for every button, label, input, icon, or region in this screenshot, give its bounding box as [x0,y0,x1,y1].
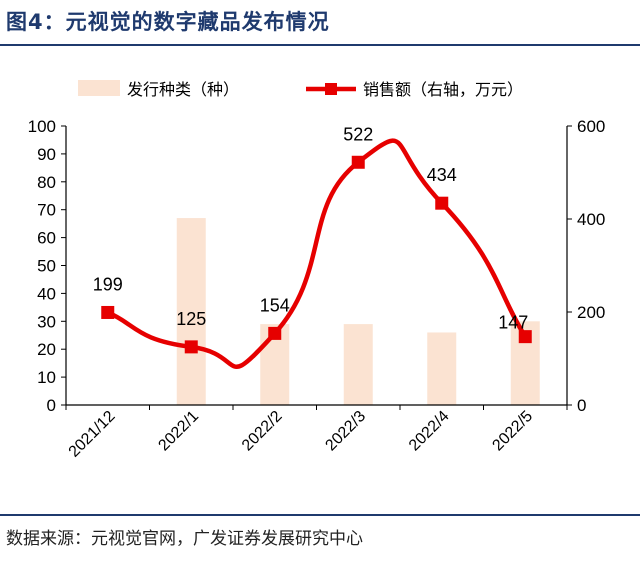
x-category-label: 2022/1 [155,408,202,455]
right-tick-label: 0 [577,396,586,415]
sales-line [106,138,528,369]
sales-data-label: 522 [343,124,373,144]
left-tick-label: 40 [37,284,56,303]
x-category-label: 2022/4 [406,408,453,455]
sales-marker [518,330,532,344]
left-tick-label: 30 [37,312,56,331]
sales-marker [268,326,282,340]
left-tick-label: 90 [37,145,56,164]
left-tick-label: 80 [37,173,56,192]
left-tick-label: 70 [37,201,56,220]
x-category-label: 2022/2 [239,408,286,455]
left-tick-label: 0 [47,396,56,415]
sales-data-label: 125 [176,309,206,329]
right-tick-label: 600 [577,117,605,136]
x-category-label: 2021/12 [66,408,119,461]
page-title: 图4：元视觉的数字藏品发布情况 [6,10,330,34]
x-category-label: 2022/5 [489,408,536,455]
legend-bar-label: 发行种类（种） [127,80,239,99]
bar-2022/1 [176,218,206,405]
combo-chart: 0 10 20 30 40 50 60 70 80 90 100 0 200 400 600 2021/12 2… [28,80,605,461]
sales-marker [435,196,449,210]
legend-line-label: 销售额（右轴，万元） [363,80,523,99]
data-source-note: 数据来源：元视觉官网，广发证券发展研究中心 [6,529,363,549]
sales-marker [351,155,365,169]
left-tick-label: 10 [37,368,56,387]
title-divider [0,44,640,46]
left-tick-label: 100 [28,117,56,136]
bar-2022/3 [343,324,373,405]
sales-marker [184,340,198,354]
bar-2022/4 [427,332,457,405]
right-tick-label: 200 [577,303,605,322]
sales-data-label: 154 [260,295,290,315]
sales-data-label: 199 [93,274,123,294]
sales-data-label: 147 [498,313,528,333]
left-tick-label: 50 [37,257,56,276]
legend-line-marker [325,83,337,95]
left-tick-label: 20 [37,340,56,359]
sales-data-label: 434 [427,165,457,185]
x-category-label: 2022/3 [322,408,369,455]
right-tick-label: 400 [577,210,605,229]
footer-divider [0,514,640,516]
left-tick-label: 60 [37,229,56,248]
sales-marker [101,305,115,319]
legend-bar-swatch [78,80,120,96]
